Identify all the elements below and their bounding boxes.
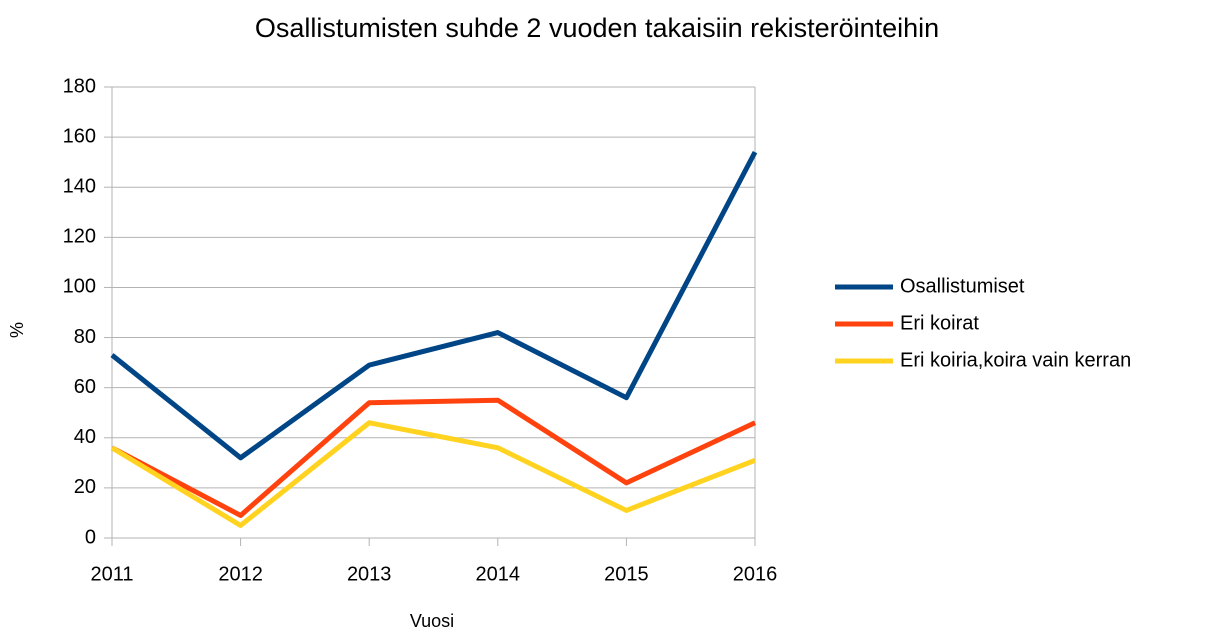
y-tick-label: 160 (63, 125, 96, 147)
chart-title: Osallistumisten suhde 2 vuoden takaisiin… (255, 13, 939, 43)
series-line (110, 420, 756, 528)
x-tick-label: 2015 (604, 563, 649, 585)
legend-label: Osallistumiset (900, 275, 1025, 297)
legend-label: Eri koiria,koira vain kerran (900, 349, 1131, 371)
series-line (110, 150, 758, 461)
y-tick-label: 100 (63, 276, 96, 298)
series-line (110, 397, 757, 518)
x-tick-label: 2016 (733, 563, 778, 585)
y-axis-label: % (7, 322, 27, 338)
y-tick-label: 60 (74, 376, 96, 398)
y-tick-label: 180 (63, 75, 96, 97)
y-tick-label: 0 (85, 526, 96, 548)
x-axis-label: Vuosi (410, 611, 454, 631)
x-tick-label: 2011 (90, 563, 133, 585)
y-tick-label: 20 (74, 476, 96, 498)
y-tick-label: 120 (63, 226, 96, 248)
y-tick-label: 80 (74, 326, 96, 348)
x-tick-label: 2013 (347, 563, 392, 585)
x-tick-label: 2014 (476, 563, 521, 585)
y-tick-label: 40 (74, 426, 96, 448)
y-tick-label: 140 (63, 176, 96, 198)
x-tick-label: 2012 (218, 563, 263, 585)
legend-label: Eri koirat (900, 312, 979, 334)
